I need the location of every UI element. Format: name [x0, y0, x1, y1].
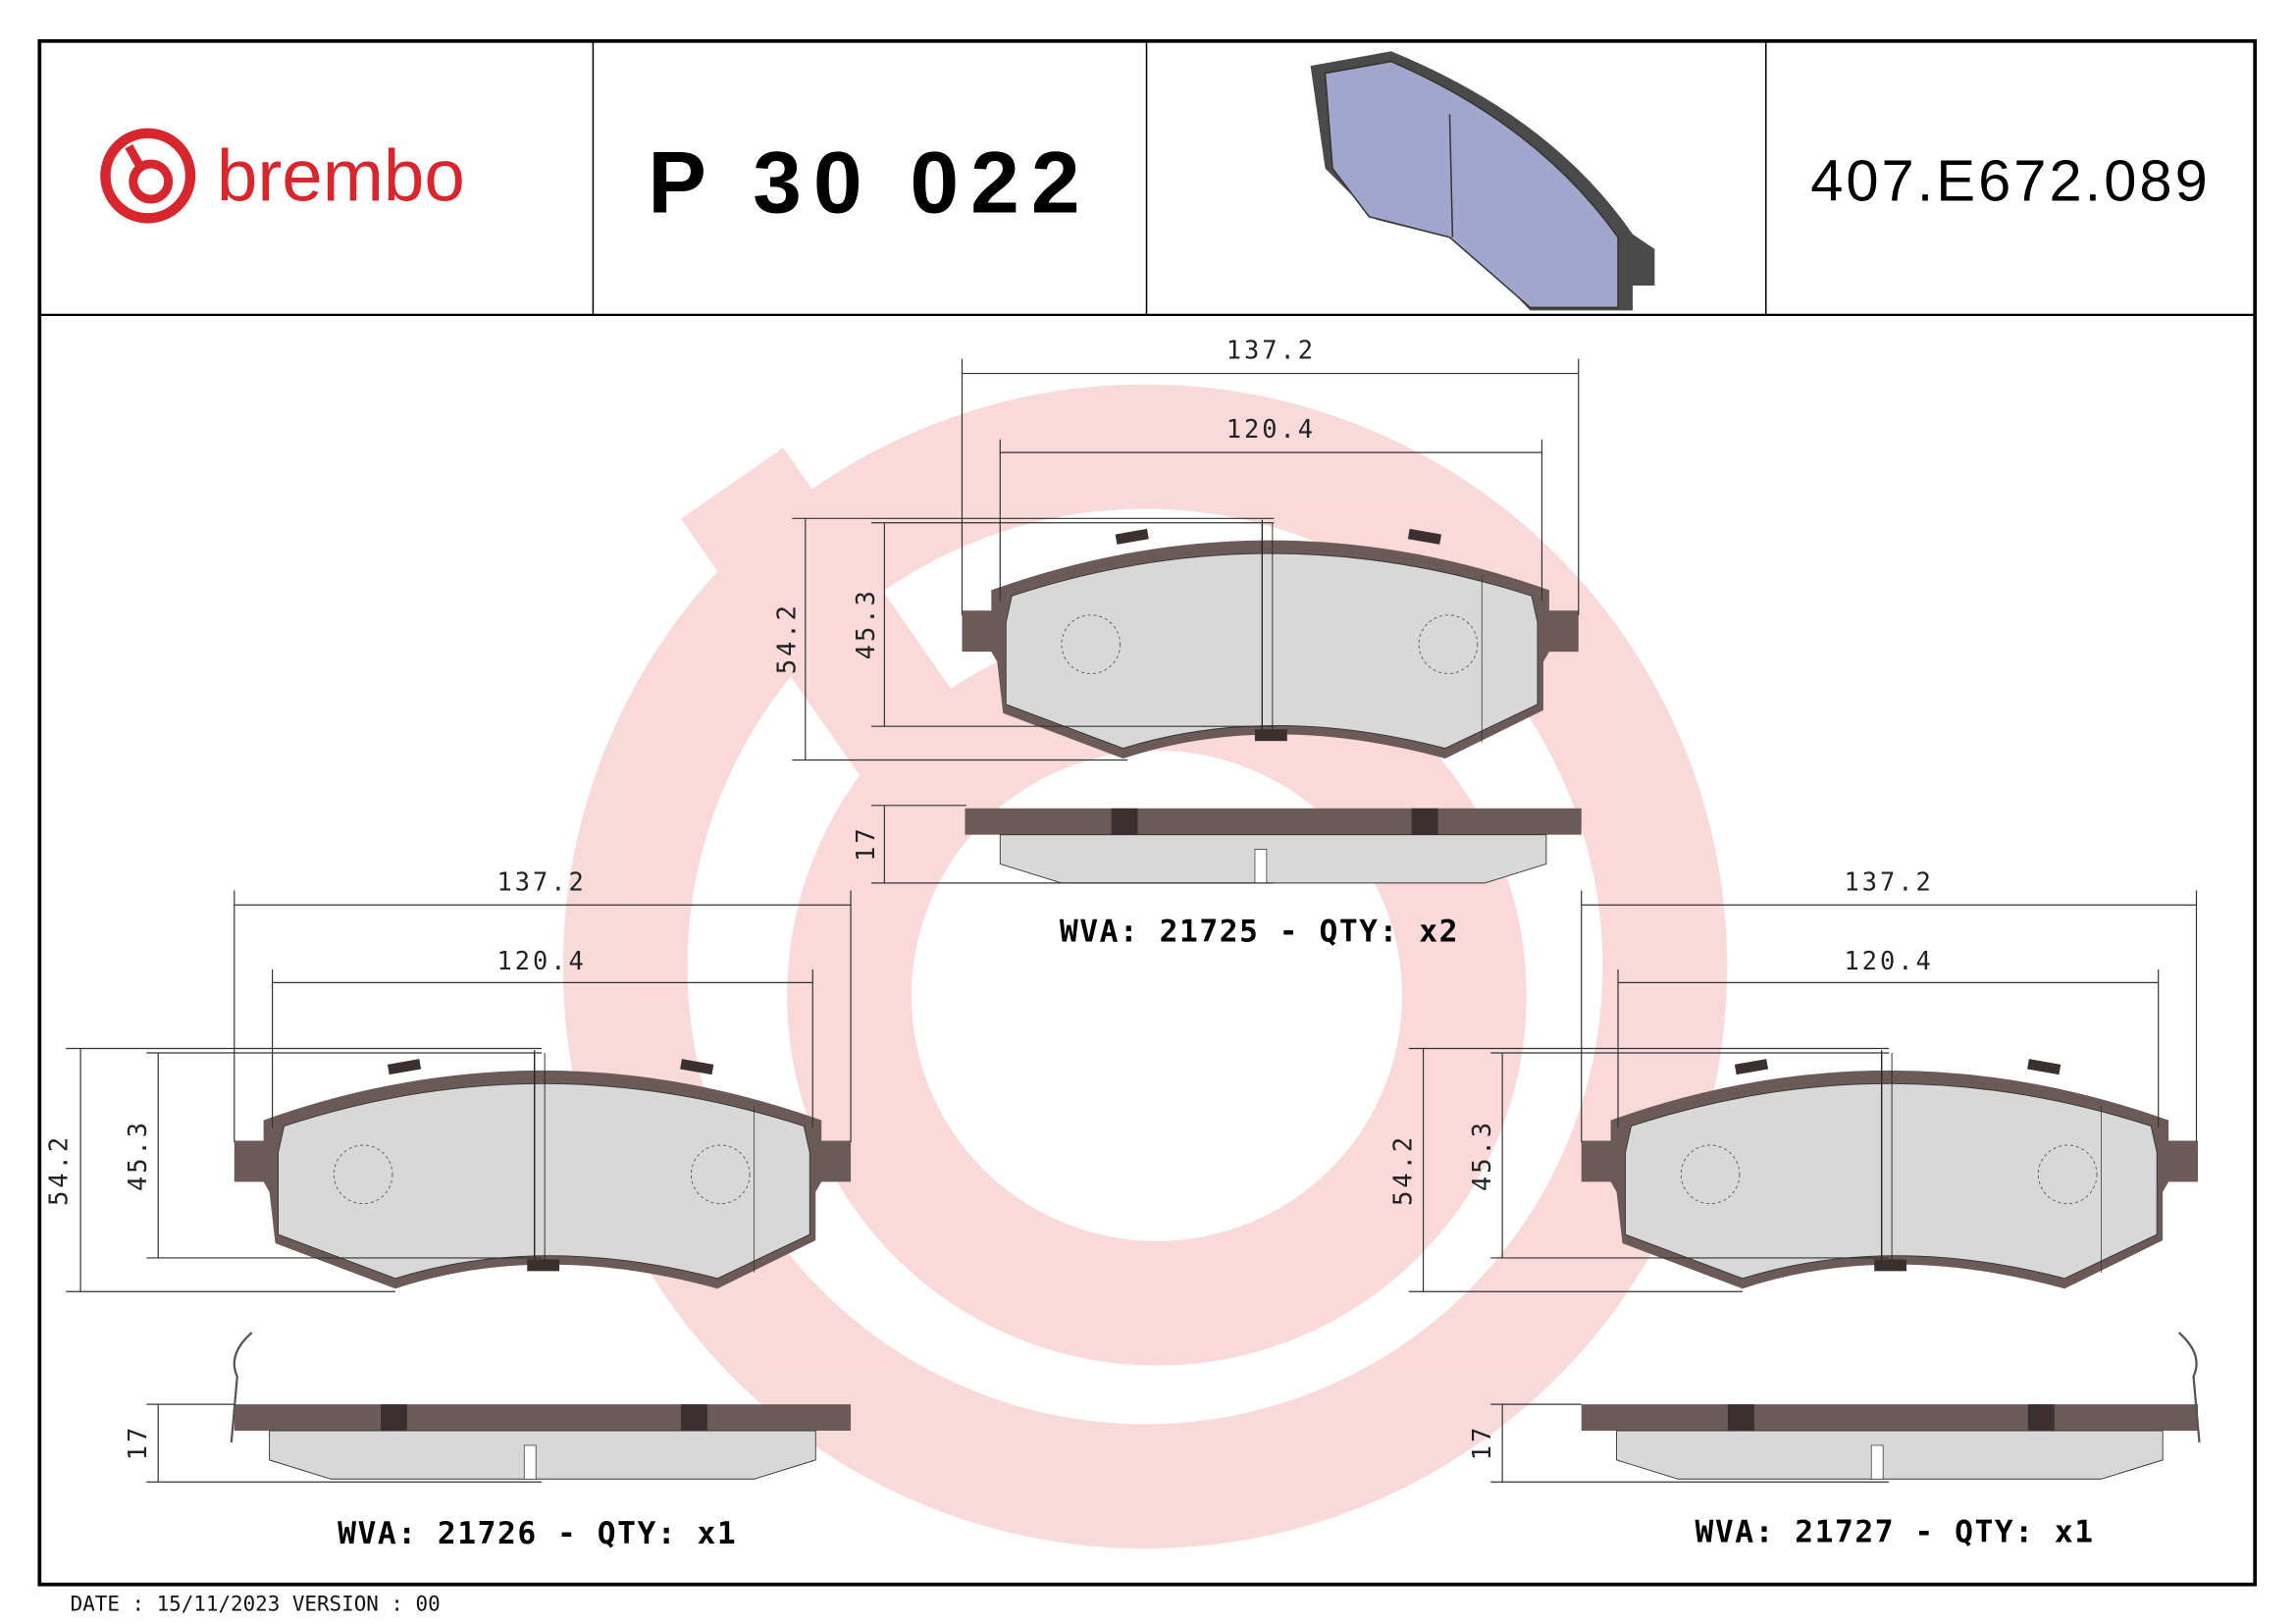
svg-text:137.2: 137.2	[497, 866, 587, 896]
svg-text:45.3: 45.3	[123, 1120, 152, 1191]
svg-text:137.2: 137.2	[1226, 336, 1316, 365]
svg-text:120.4: 120.4	[497, 946, 587, 975]
svg-text:54.2: 54.2	[771, 602, 801, 674]
svg-text:120.4: 120.4	[1844, 946, 1933, 975]
wva-caption: WVA: 21727 - QTY: x1	[1696, 1514, 2095, 1549]
svg-text:137.2: 137.2	[1844, 866, 1933, 896]
svg-text:120.4: 120.4	[1226, 414, 1316, 444]
svg-text:54.2: 54.2	[44, 1134, 74, 1206]
svg-text:54.2: 54.2	[1388, 1134, 1418, 1206]
date-version: DATE : 15/11/2023 VERSION : 00	[71, 1593, 441, 1616]
reference-number: 407.E672.089	[1810, 147, 2211, 213]
wva-caption: WVA: 21726 - QTY: x1	[338, 1516, 737, 1551]
brembo-logo: brembo	[100, 128, 465, 224]
svg-text:45.3: 45.3	[1467, 1120, 1496, 1191]
pad-thumbnail	[1310, 51, 1655, 311]
svg-text:17: 17	[123, 1425, 152, 1461]
part-number: P 30 022	[648, 132, 1091, 231]
svg-text:17: 17	[851, 825, 880, 862]
pad-view-right: 137.2 120.4 54.2 45.3 17 WVA: 21727 - QT…	[1388, 866, 2201, 1549]
pad-view-left: 137.2 120.4 54.2 45.3 17 WVA: 21726 - QT…	[44, 866, 852, 1551]
brand-name: brembo	[217, 133, 465, 216]
svg-text:45.3: 45.3	[851, 588, 880, 659]
wva-caption: WVA: 21725 - QTY: x2	[1060, 915, 1459, 950]
pad-view-top: 137.2 120.4 54.2 45.3 17 WVA: 21725 - QT…	[771, 336, 1583, 950]
svg-text:17: 17	[1467, 1425, 1496, 1461]
